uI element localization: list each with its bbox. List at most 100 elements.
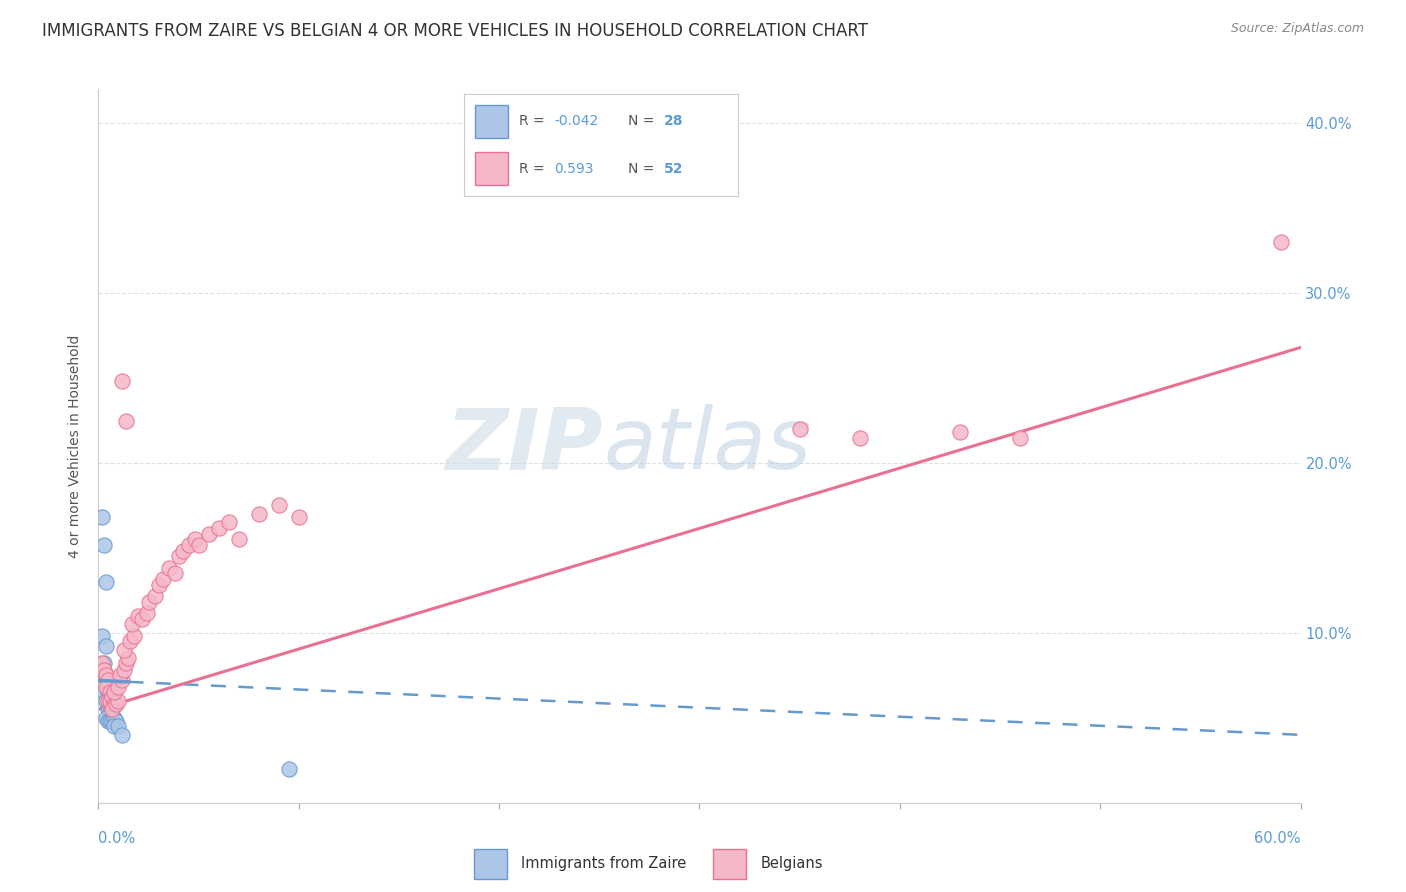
Bar [474, 849, 508, 879]
Point [849, 430, 872, 444]
Point [97, 694, 120, 708]
Point [100, 685, 122, 699]
Point [183, 533, 205, 547]
Point [110, 668, 132, 682]
Point [163, 566, 186, 581]
Point [111, 728, 134, 742]
Text: IMMIGRANTS FROM ZAIRE VS BELGIAN 4 OR MORE VEHICLES IN HOUSEHOLD CORRELATION CHA: IMMIGRANTS FROM ZAIRE VS BELGIAN 4 OR MO… [42, 22, 868, 40]
Point [97, 702, 120, 716]
Text: N =: N = [628, 114, 659, 128]
Point [100, 694, 122, 708]
Text: 0.593: 0.593 [554, 161, 593, 176]
Point [949, 425, 972, 440]
Text: atlas: atlas [603, 404, 811, 488]
Point [789, 422, 811, 436]
Point [91, 629, 114, 643]
Text: 0.0%: 0.0% [98, 831, 135, 846]
Point [187, 537, 209, 551]
Point [103, 719, 125, 733]
Point [103, 698, 125, 712]
Point [105, 714, 128, 729]
Point [105, 698, 128, 712]
Point [96, 668, 118, 682]
Point [93, 685, 115, 699]
Point [101, 690, 124, 705]
Point [114, 643, 136, 657]
Point [96, 668, 118, 682]
Point [100, 698, 122, 712]
Bar [713, 849, 747, 879]
Point [218, 516, 240, 530]
Point [138, 595, 160, 609]
Point [96, 694, 118, 708]
Point [177, 537, 200, 551]
Y-axis label: 4 or more Vehicles in Household: 4 or more Vehicles in Household [69, 334, 83, 558]
Text: Immigrants from Zaire: Immigrants from Zaire [522, 855, 686, 871]
Point [120, 634, 142, 648]
Bar [475, 105, 508, 137]
Point [101, 702, 124, 716]
Point [97, 677, 120, 691]
Point [288, 510, 311, 524]
Text: 28: 28 [664, 114, 683, 128]
Point [114, 663, 136, 677]
Point [208, 520, 231, 534]
Point [1010, 430, 1032, 444]
Text: 60.0%: 60.0% [1254, 831, 1301, 846]
Text: 52: 52 [664, 161, 683, 176]
Point [96, 680, 118, 694]
Text: Source: ZipAtlas.com: Source: ZipAtlas.com [1230, 22, 1364, 36]
Point [197, 527, 219, 541]
Point [131, 612, 153, 626]
Point [157, 561, 180, 575]
Text: Belgians: Belgians [761, 855, 823, 871]
Text: R =: R = [519, 161, 553, 176]
Point [103, 711, 125, 725]
Point [91, 657, 114, 671]
Bar [475, 153, 508, 185]
Point [107, 719, 129, 733]
Point [93, 663, 115, 677]
Point [228, 533, 250, 547]
Text: N =: N = [628, 161, 659, 176]
Point [124, 629, 146, 643]
Point [143, 589, 166, 603]
Point [91, 510, 114, 524]
Point [172, 544, 194, 558]
Point [103, 685, 125, 699]
Point [1270, 235, 1292, 249]
Point [267, 499, 290, 513]
Text: -0.042: -0.042 [554, 114, 599, 128]
Point [111, 673, 134, 688]
Point [135, 606, 157, 620]
Point [128, 608, 150, 623]
Point [96, 640, 118, 654]
Point [101, 714, 124, 729]
Point [100, 714, 122, 729]
Text: R =: R = [519, 114, 548, 128]
Point [100, 690, 122, 705]
Point [100, 702, 122, 716]
Point [96, 711, 118, 725]
Point [93, 657, 115, 671]
Point [101, 694, 124, 708]
Point [107, 694, 129, 708]
Point [115, 413, 138, 427]
Point [97, 714, 120, 729]
Point [111, 375, 134, 389]
Point [167, 549, 190, 564]
Point [96, 574, 118, 589]
Point [152, 572, 174, 586]
Point [107, 680, 129, 694]
Point [101, 702, 124, 716]
Point [277, 762, 299, 776]
Point [115, 657, 138, 671]
Point [117, 651, 139, 665]
Point [97, 673, 120, 688]
Text: ZIP: ZIP [446, 404, 603, 488]
Point [93, 537, 115, 551]
Point [247, 507, 270, 521]
Point [97, 685, 120, 699]
Point [121, 617, 143, 632]
Point [91, 668, 114, 682]
